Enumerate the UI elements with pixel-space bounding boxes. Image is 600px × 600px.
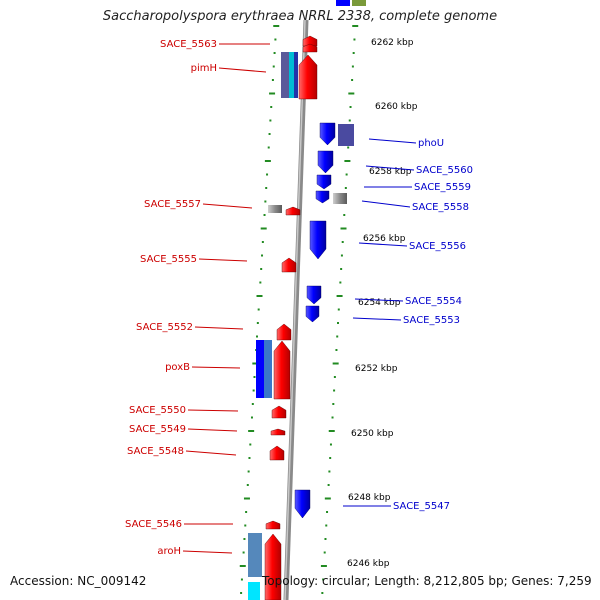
gene-label-forward: aroH (157, 546, 181, 557)
gene-arrow-reverse (319, 122, 336, 146)
gene-label-reverse: SACE_5559 (414, 182, 471, 193)
gene-arrow-forward (302, 43, 318, 53)
gene-arrow-forward (302, 35, 318, 47)
leader-line (191, 366, 241, 369)
kbp-label: 6250 kbp (351, 429, 394, 439)
leader-line (358, 242, 408, 247)
gene-arrow-reverse (317, 150, 334, 174)
gene-arrow-forward (271, 405, 287, 419)
gene-arrow-other (256, 340, 264, 398)
leader-line (365, 165, 415, 171)
gene-arrow-reverse (305, 305, 320, 323)
leader-line (368, 138, 417, 144)
gene-arrow-other (289, 52, 294, 98)
leader-line (182, 550, 233, 554)
leader-line (194, 326, 244, 330)
gene-arrow-other (264, 340, 272, 398)
gene-label-reverse: SACE_5553 (403, 315, 460, 326)
gene-label-forward: SACE_5546 (125, 519, 182, 530)
gene-arrow-forward (270, 428, 286, 436)
scale-ticks (239, 25, 359, 594)
gene-arrow-forward (269, 445, 285, 461)
gene-label-forward: SACE_5557 (144, 199, 201, 210)
left-gene-labels: SACE_5563 pimH SACE_5557 SACE_5555 SACE_5552… (125, 39, 270, 557)
gene-label-forward: poxB (165, 362, 190, 373)
gene-features (248, 0, 366, 600)
gene-arrow-forward (273, 340, 291, 400)
right-gene-labels: phoU SACE_5560 SACE_5559 SACE_5558 SACE_5556… (343, 138, 473, 512)
gene-arrow-forward (298, 54, 318, 100)
kbp-label: 6258 kbp (369, 167, 412, 177)
kbp-label: 6248 kbp (348, 493, 391, 503)
leader-line (361, 200, 411, 208)
gene-arrow-other (268, 205, 282, 213)
leader-line (187, 409, 239, 412)
gene-label-reverse: phoU (418, 138, 444, 149)
gene-arrow-other (352, 0, 366, 6)
gene-label-forward: SACE_5563 (160, 39, 217, 50)
kbp-label: 6256 kbp (363, 234, 406, 244)
gene-label-reverse: SACE_5554 (405, 296, 462, 307)
leader-line (185, 450, 237, 456)
kbp-label: 6260 kbp (375, 102, 418, 112)
accession-label: Accession: NC_009142 (10, 574, 147, 588)
leader-line (218, 67, 267, 73)
gene-label-forward: SACE_5548 (127, 446, 184, 457)
leader-line (354, 298, 404, 302)
gene-label-reverse: SACE_5558 (412, 202, 469, 213)
leader-line (352, 317, 402, 321)
gene-arrow-forward (264, 533, 282, 600)
gene-arrow-forward (281, 257, 297, 273)
gene-arrow-reverse (315, 190, 330, 204)
leader-line (202, 203, 253, 209)
map-title: Saccharopolyspora erythraea NRRL 2338, c… (102, 9, 498, 24)
gene-arrow-other (281, 52, 289, 98)
gene-arrow-reverse (306, 285, 322, 305)
gene-arrow-reverse (309, 220, 327, 260)
gene-arrow-reverse (336, 0, 350, 6)
kbp-label: 6254 kbp (358, 298, 401, 308)
gene-label-forward: SACE_5549 (129, 424, 186, 435)
gene-arrow-forward (276, 323, 292, 341)
gene-arrow-reverse (294, 489, 311, 519)
gene-arrow-other (294, 52, 298, 98)
gene-arrow-reverse (316, 174, 332, 190)
kbp-label: 6252 kbp (355, 364, 398, 374)
gene-arrow-forward (265, 520, 281, 530)
leader-line (187, 428, 238, 432)
gene-label-reverse: SACE_5560 (416, 165, 473, 176)
gene-arrow-other (338, 124, 354, 146)
gene-arrow-other (333, 193, 347, 204)
gene-arrow-other (248, 582, 260, 600)
gene-label-reverse: SACE_5547 (393, 501, 450, 512)
leader-line (198, 258, 248, 262)
gene-label-forward: SACE_5552 (136, 322, 193, 333)
gene-label-forward: SACE_5550 (129, 405, 186, 416)
gene-label-forward: pimH (191, 63, 217, 74)
gene-arrow-forward (285, 206, 301, 216)
topology-label: Topology: circular; Length: 8,212,805 bp… (262, 574, 592, 588)
gene-label-reverse: SACE_5556 (409, 241, 466, 252)
gene-arrow-other (248, 533, 262, 577)
kbp-label: 6246 kbp (347, 559, 390, 569)
kbp-label: 6262 kbp (371, 38, 414, 48)
kbp-scale-labels: 6262 kbp 6260 kbp 6258 kbp 6256 kbp 6254 kbp… (347, 38, 418, 569)
gene-label-forward: SACE_5555 (140, 254, 197, 265)
